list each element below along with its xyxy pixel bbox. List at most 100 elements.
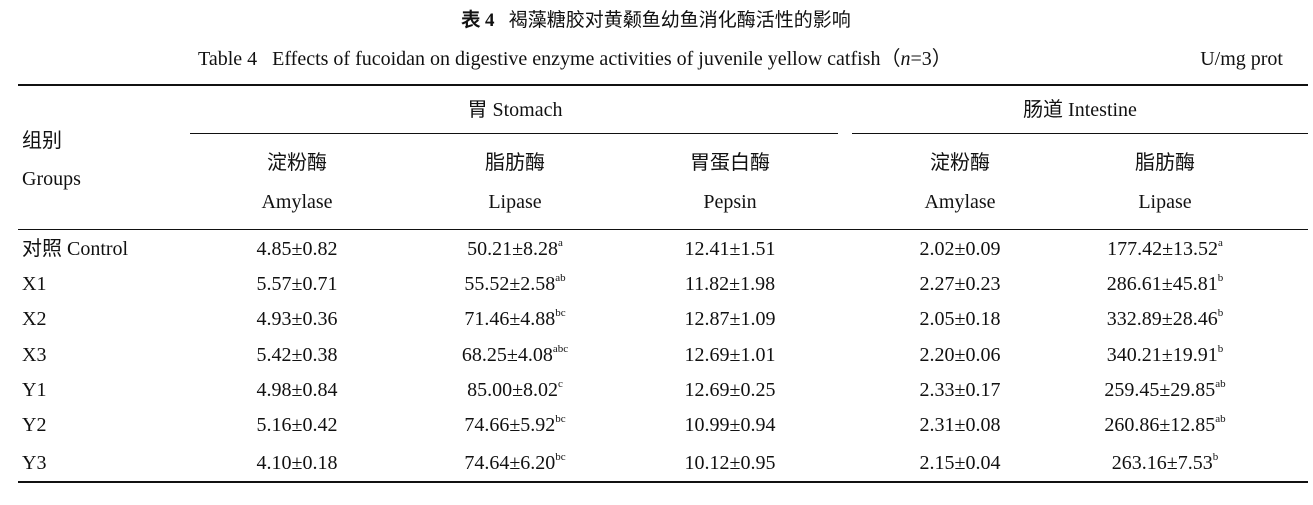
cell: 10.99±0.94: [685, 415, 776, 435]
cell: 4.98±0.84: [257, 380, 338, 400]
cell: 4.85±0.82: [257, 239, 338, 259]
group-name: 对照 Control: [22, 238, 129, 260]
cell-value: 11.82±1.98: [684, 273, 776, 295]
cell: 5.57±0.71: [257, 274, 338, 294]
cell: 259.45±29.85ab: [1104, 378, 1226, 401]
cell: 12.69±1.01: [685, 345, 776, 365]
cell-value: 263.16±7.53: [1111, 452, 1213, 474]
cell-value: 55.52±2.58: [464, 273, 556, 295]
cell: 12.41±1.51: [685, 239, 776, 259]
cell-value: 74.64±6.20: [464, 452, 556, 474]
cell: 4.10±0.18: [257, 453, 338, 473]
cell: 74.64±6.20bc: [464, 451, 566, 474]
top-rule: [18, 84, 1308, 86]
cell: 177.42±13.52a: [1107, 238, 1223, 260]
caption-unit: U/mg prot: [1200, 48, 1283, 70]
cell: 2.15±0.04: [920, 453, 1001, 473]
cell-value: 332.89±28.46: [1106, 308, 1218, 330]
cell-significance: a: [558, 237, 563, 249]
group-name: Y2: [22, 414, 47, 436]
intestine-rule: [852, 133, 1308, 134]
cell: 2.33±0.17: [920, 380, 1001, 400]
group-header-zh: 组别: [22, 130, 62, 152]
cell: 74.66±5.92bc: [464, 413, 566, 436]
caption-sample-var: n: [900, 48, 911, 70]
cell-significance: bc: [555, 413, 566, 425]
cell-value: 12.41±1.51: [684, 238, 776, 260]
cell-value: 12.69±1.01: [684, 344, 776, 366]
group-name: X3: [22, 344, 47, 366]
cell-value: 85.00±8.02: [467, 379, 559, 401]
cell-value: 5.42±0.38: [256, 344, 338, 366]
caption-text: Effects of fucoidan on digestive enzyme …: [272, 48, 881, 70]
cell-significance: ab: [1215, 378, 1226, 390]
cell-value: 177.42±13.52: [1107, 238, 1219, 260]
group-name: Y1: [22, 379, 47, 401]
column-header-zh: 淀粉酶: [267, 152, 327, 174]
cell-significance: b: [1217, 307, 1224, 319]
cell: 332.89±28.46b: [1106, 307, 1224, 330]
cell-significance: bc: [555, 451, 566, 463]
group-name: X2: [22, 308, 47, 330]
column-header-zh: 脂肪酶: [485, 152, 545, 174]
cell: 286.61±45.81b: [1107, 272, 1224, 295]
column-header-zh: 淀粉酶: [930, 152, 990, 174]
cell: 2.20±0.06: [920, 345, 1001, 365]
cell: 2.05±0.18: [920, 309, 1001, 329]
cell-significance: b: [1212, 451, 1219, 463]
caption-sample-rest: =3）: [910, 48, 952, 70]
cell: 2.02±0.09: [920, 239, 1001, 259]
cell-value: 12.69±0.25: [684, 379, 776, 401]
cell: 2.31±0.08: [920, 415, 1001, 435]
cell: 68.25±4.08abc: [461, 344, 568, 366]
cell: 12.87±1.09: [685, 309, 776, 329]
cell-value: 4.85±0.82: [256, 238, 338, 260]
cell-value: 2.33±0.17: [919, 379, 1001, 401]
cell-value: 71.46±4.88: [464, 308, 556, 330]
cell-significance: bc: [555, 307, 566, 319]
cell-value: 2.20±0.06: [919, 344, 1001, 366]
cell: 260.86±12.85ab: [1104, 414, 1225, 436]
cell-value: 5.57±0.71: [256, 273, 338, 295]
column-header-en: Lipase: [488, 191, 542, 213]
column-header-en: Lipase: [1138, 191, 1192, 213]
cell-significance: b: [1217, 343, 1224, 355]
cell-value: 4.93±0.36: [256, 308, 338, 330]
cell-value: 5.16±0.42: [256, 414, 338, 436]
cell-value: 4.98±0.84: [256, 379, 338, 401]
group-header-en: Groups: [22, 168, 81, 190]
cell-value: 4.10±0.18: [256, 452, 338, 474]
stomach-rule: [190, 133, 838, 134]
cell: 50.21±8.28a: [467, 237, 563, 260]
cell-value: 12.87±1.09: [684, 308, 776, 330]
column-header-en: Amylase: [924, 191, 996, 213]
cell: 12.69±0.25: [685, 380, 776, 400]
cell-value: 74.66±5.92: [464, 414, 556, 436]
cell-value: 2.05±0.18: [919, 308, 1001, 330]
section-header: 胃 Stomach: [467, 99, 563, 121]
table-caption: Table 4 Effects of fucoidan on digestive…: [198, 49, 952, 69]
section-header: 肠道 Intestine: [1023, 99, 1137, 121]
cell-value: 50.21±8.28: [467, 238, 559, 260]
cell: 85.00±8.02c: [467, 378, 563, 401]
cell-value: 2.02±0.09: [919, 238, 1001, 260]
cell-value: 10.99±0.94: [684, 414, 776, 436]
cell: 2.27±0.23: [920, 274, 1001, 294]
cell-value: 260.86±12.85: [1104, 414, 1216, 436]
column-header-zh: 胃蛋白酶: [690, 152, 770, 174]
cell-value: 2.27±0.23: [919, 273, 1001, 295]
cell: 10.12±0.95: [685, 453, 776, 473]
cell-significance: ab: [555, 272, 566, 284]
table-title: 表 4 褐藻糖胶对黄颡鱼幼鱼消化酶活性的影响: [461, 11, 851, 30]
cell: 4.93±0.36: [257, 309, 338, 329]
group-name: X1: [22, 273, 47, 295]
caption-sample-open: （: [880, 48, 901, 70]
cell-value: 340.21±19.91: [1106, 344, 1218, 366]
cell-value: 2.31±0.08: [919, 414, 1001, 436]
bottom-rule: [18, 481, 1308, 483]
cell-significance: b: [1217, 272, 1224, 284]
cell: 5.42±0.38: [257, 345, 338, 365]
cell-significance: c: [558, 378, 563, 390]
cell-value: 68.25±4.08: [461, 344, 553, 366]
